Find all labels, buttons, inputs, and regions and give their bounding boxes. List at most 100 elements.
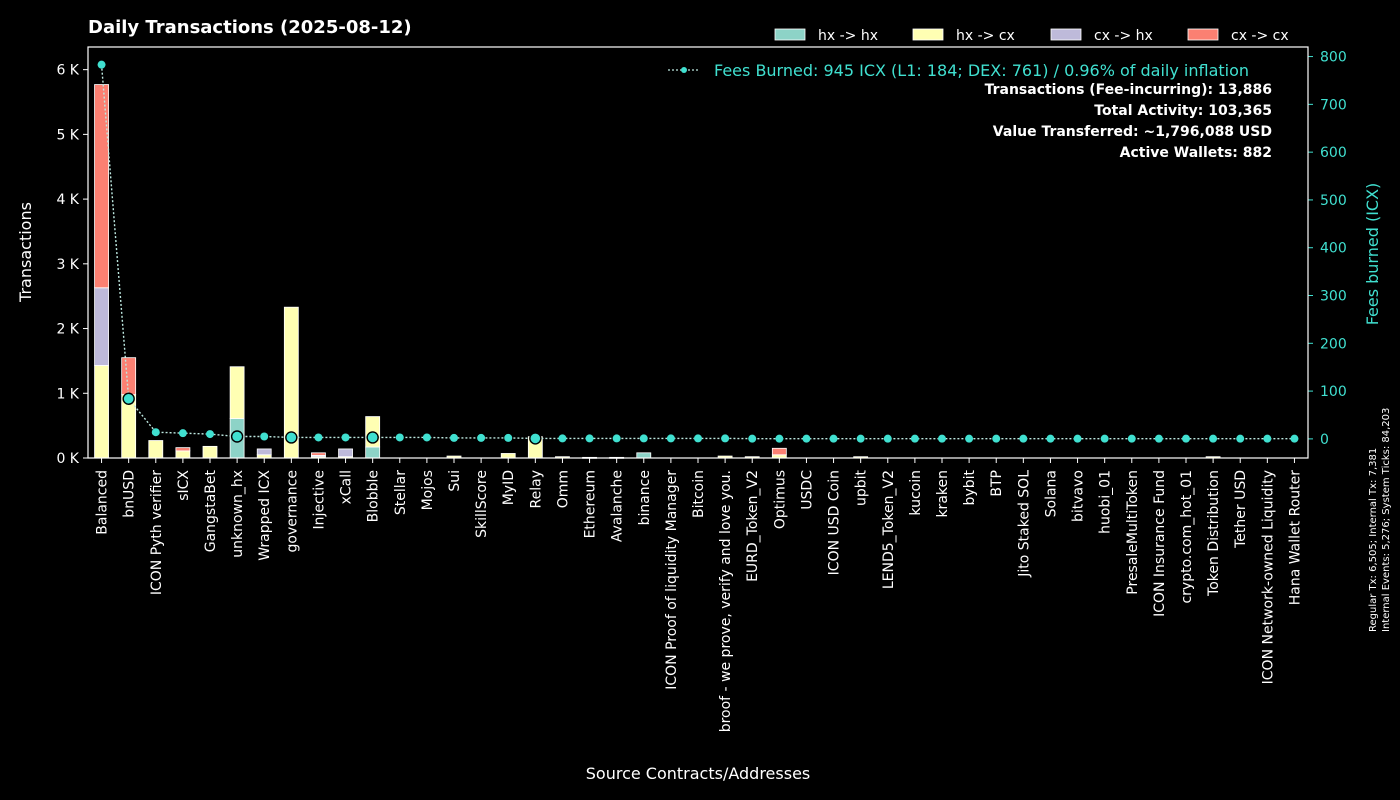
bar-wrapped-icx-cx-hx [256, 448, 272, 456]
fees-point-highlight [366, 431, 379, 444]
fees-point [341, 433, 350, 442]
bar-sicx-cx-cx [175, 447, 191, 452]
x-tick-label: Token Distribution [1206, 470, 1222, 597]
fees-point [721, 434, 730, 443]
x-axis-ticks: Balanced bnUSD ICON Pyth verifier sICX Gangs… [95, 458, 1303, 732]
x-tick-label: Blobble [366, 470, 382, 522]
x-tick-label: Tether USD [1233, 470, 1249, 549]
y-tick-label: 5 K [56, 127, 79, 143]
fees-point [178, 429, 187, 438]
y-axis-ticks: 0 K 1 K 2 K 3 K 4 K 5 K 6 K [56, 63, 88, 467]
fees-point [1046, 434, 1055, 443]
fees-point [206, 430, 214, 439]
x-tick-label: binance [637, 470, 653, 525]
fees-point [558, 434, 567, 443]
x-tick-label: Solana [1043, 470, 1059, 517]
x-tick-label: unknown_hx [230, 470, 246, 558]
y2-axis-label: Fees burned (ICX) [1363, 183, 1382, 326]
chart-title: Daily Transactions (2025-08-12) [88, 17, 412, 38]
legend-swatch-hx-cx [912, 28, 944, 41]
x-tick-label: Hana Wallet Router [1287, 470, 1303, 606]
y2-tick-label: 700 [1320, 97, 1347, 113]
x-tick-label: Bitcoin [691, 470, 707, 518]
bar-bnusd-cx-cx [121, 357, 137, 395]
x-tick-label: Mojos [420, 470, 436, 510]
fees-point [856, 434, 865, 443]
x-tick-label: GangstaBet [203, 469, 219, 552]
fees-point-highlight [230, 430, 244, 443]
legend-label-cx-hx: cx -> hx [1094, 28, 1153, 44]
x-tick-label: Wrapped ICX [257, 470, 273, 561]
bar-sicx-hx-cx [175, 450, 191, 459]
x-tick-label: USDC [799, 470, 815, 510]
x-tick-label: ICON Pyth verifier [149, 470, 165, 595]
x-tick-label: upbit [854, 469, 870, 506]
fees-point [1154, 434, 1163, 443]
bar-myid-hx-cx [500, 453, 516, 459]
x-tick-label: SkillScore [474, 470, 490, 538]
stat-total-activity: Total Activity: 103,365 [1094, 103, 1272, 119]
fees-point [422, 433, 431, 442]
x-tick-label: kraken [935, 470, 951, 518]
bar-gangstabet-hx-cx [202, 445, 218, 459]
fees-point [992, 434, 1001, 443]
legend-label-hx-cx: hx -> cx [956, 28, 1015, 44]
fees-point [1127, 434, 1136, 443]
y2-tick-label: 100 [1320, 384, 1347, 400]
fees-point [1073, 434, 1082, 443]
x-tick-label: Omm [555, 470, 571, 508]
legend: hx -> hx hx -> cx cx -> hx cx -> cx [774, 28, 1289, 44]
y2-tick-label: 300 [1320, 289, 1347, 305]
x-tick-label: MyID [501, 470, 517, 505]
x-tick-label: ICON Network-owned Liquidity [1260, 470, 1276, 684]
legend-label-hx-hx: hx -> hx [818, 28, 878, 44]
y-tick-label: 2 K [56, 322, 79, 338]
bar-balanced-cx-hx [94, 287, 109, 366]
fees-point [1182, 434, 1190, 443]
fees-point [775, 434, 784, 443]
x-tick-label: Jito Staked SOL [1016, 470, 1032, 578]
legend-swatch-hx-hx [774, 28, 806, 41]
fees-point [1209, 434, 1218, 443]
x-tick-label: Avalanche [610, 470, 626, 542]
side-note-internal-events: Internal Events: 5,276; System Ticks: 84… [1381, 408, 1392, 632]
bar-xcall-cx-hx [338, 448, 353, 458]
y-axis-label: Transactions [16, 202, 35, 303]
x-tick-label: Sui [447, 470, 463, 492]
y2-tick-label: 800 [1320, 50, 1347, 66]
x-tick-label: bnUSD [122, 470, 138, 518]
fees-point [1100, 434, 1109, 443]
fees-point-highlight [122, 392, 135, 405]
y-tick-label: 3 K [56, 257, 79, 273]
x-tick-label: crypto.com_hot_01 [1179, 470, 1195, 604]
x-tick-label: Optimus [772, 470, 788, 529]
x-tick-label: ICON Proof of liquidity Manager [664, 470, 680, 690]
stat-transactions: Transactions (Fee-incurring): 13,886 [985, 82, 1272, 98]
bar-balanced-cx-cx [94, 84, 109, 289]
fees-point [694, 434, 702, 443]
x-tick-label: LEND5_Token_V2 [881, 470, 897, 589]
y-tick-label: 4 K [56, 192, 79, 208]
y2-tick-label: 500 [1320, 193, 1347, 209]
x-tick-label: Stellar [393, 470, 409, 515]
x-tick-label: Relay [528, 470, 544, 508]
x-tick-label: BTP [989, 470, 1005, 497]
fees-point [938, 434, 946, 443]
fees-point [748, 434, 757, 443]
bar-optimus-cx-cx [771, 447, 787, 456]
y-tick-label: 6 K [56, 63, 79, 79]
x-tick-label: huobi_01 [1098, 470, 1114, 534]
fees-point [1263, 434, 1272, 443]
side-note-regular-tx: Regular Tx: 6,505; Internal Tx: 7,381 [1368, 448, 1379, 632]
x-tick-label: bitvavo [1071, 470, 1087, 522]
y-tick-label: 0 K [56, 451, 79, 467]
fees-point [395, 433, 404, 442]
x-tick-label: Injective [311, 470, 327, 529]
bar-icon-pyth-verifier-hx-cx [148, 440, 164, 459]
y2-tick-label: 200 [1320, 336, 1347, 352]
x-axis-label: Source Contracts/Addresses [586, 764, 811, 783]
x-tick-label: governance [284, 470, 300, 553]
x-tick-label: kucoin [908, 470, 924, 516]
y2-tick-label: 0 [1320, 432, 1329, 448]
